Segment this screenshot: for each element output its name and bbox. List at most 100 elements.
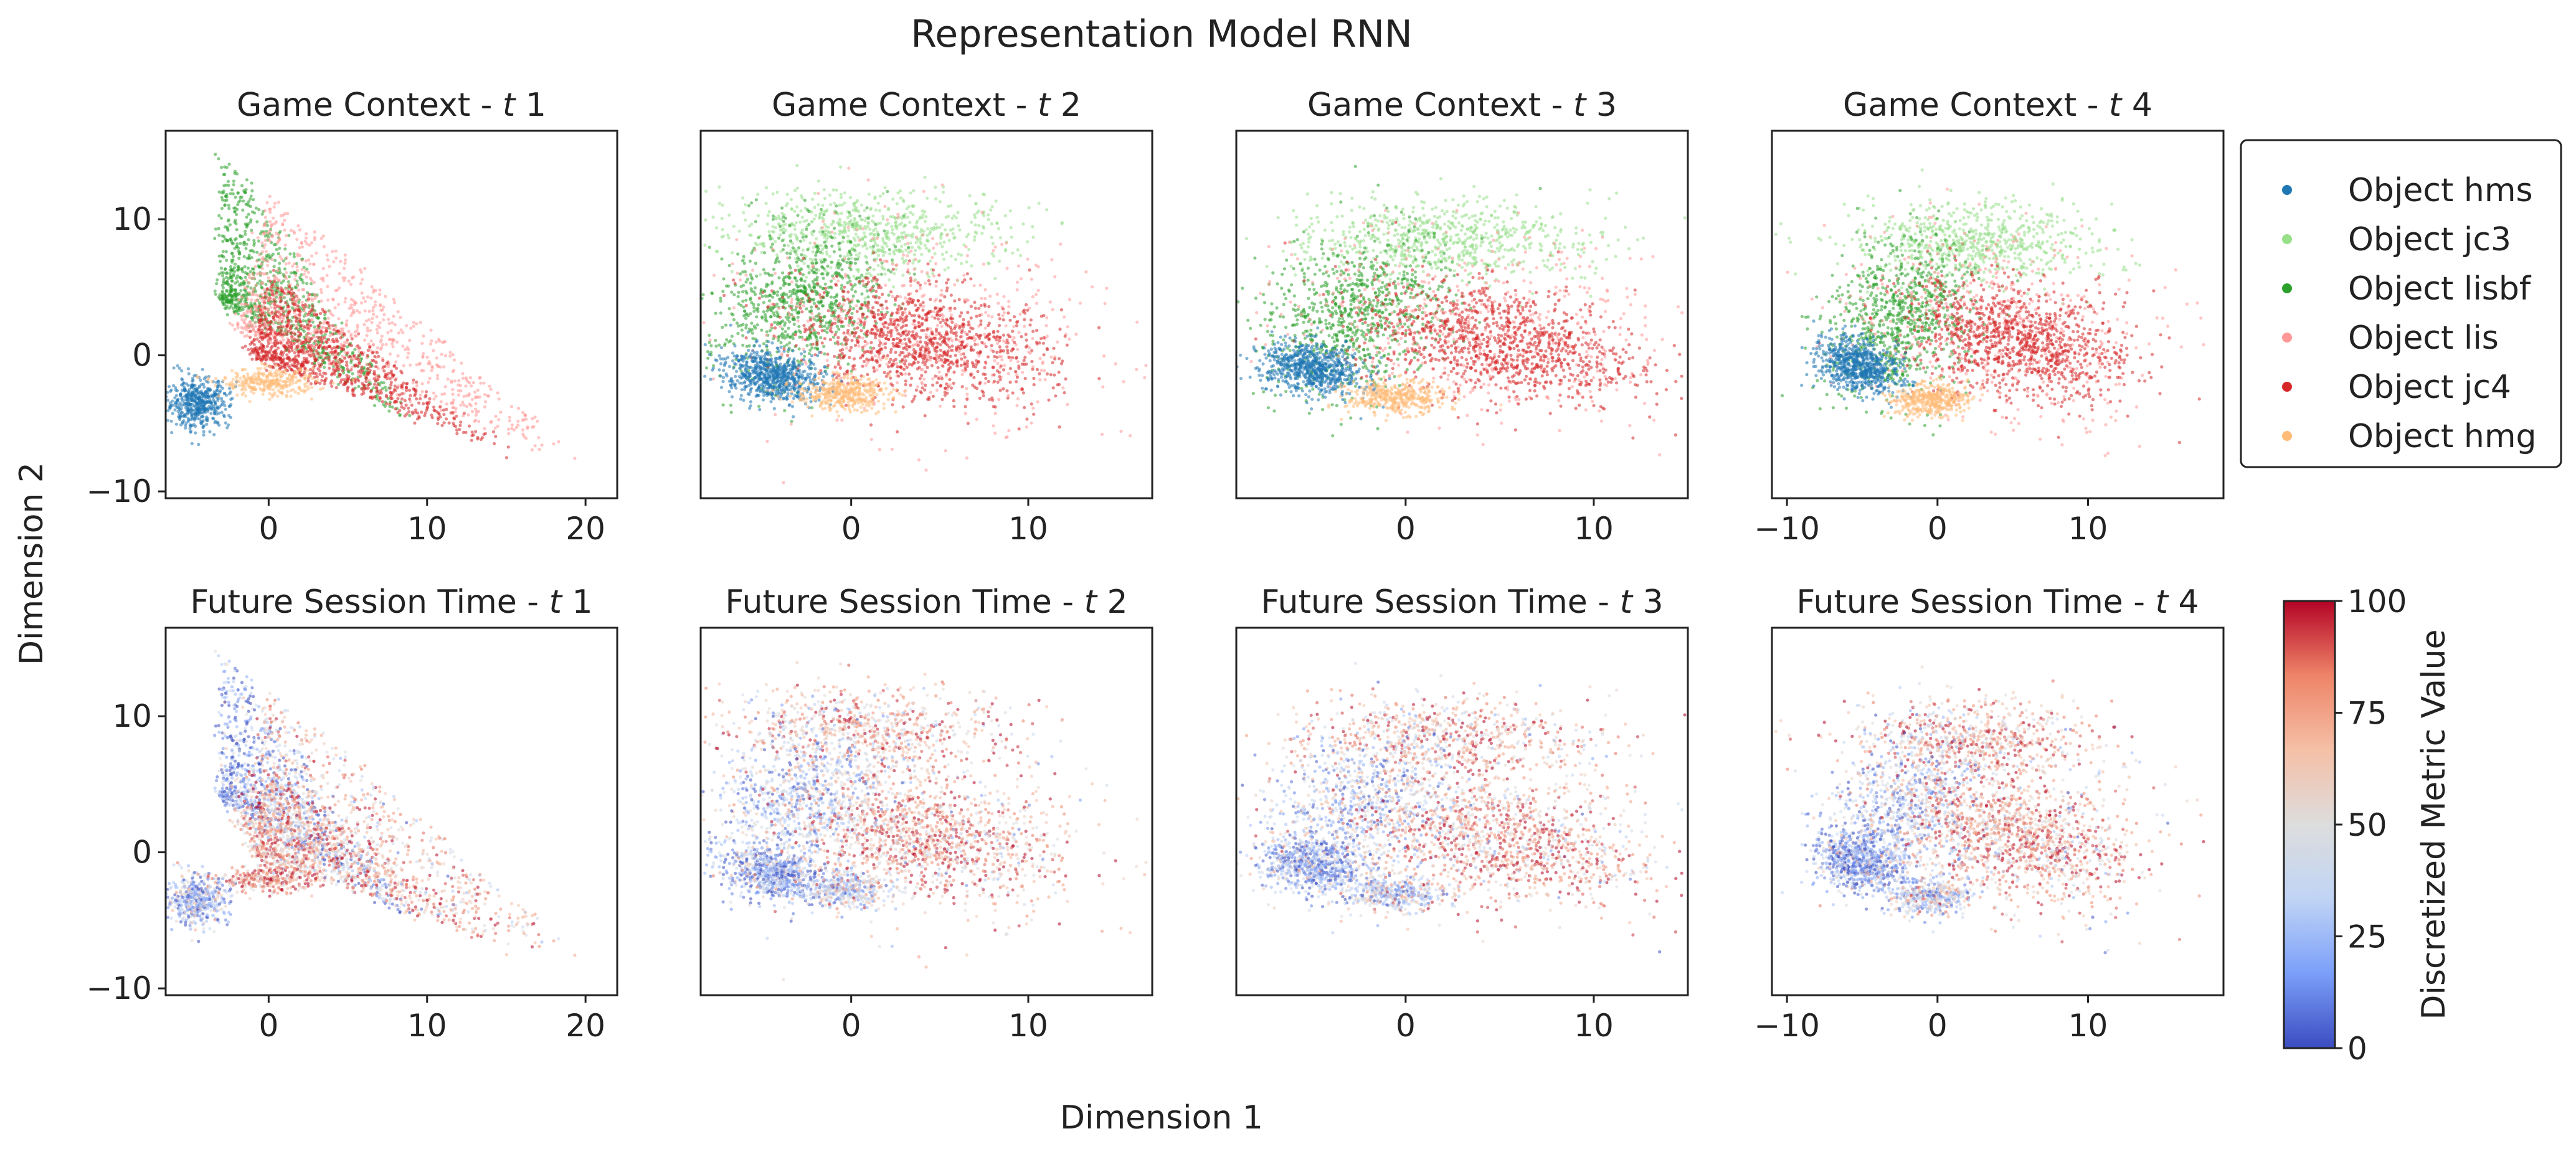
subplot-1-point xyxy=(353,348,357,351)
subplot-2-point xyxy=(788,282,792,286)
subplot-2-point xyxy=(967,248,971,252)
subplot-1-point xyxy=(292,371,296,376)
subplot-1-point xyxy=(268,392,272,395)
subplot-2-point xyxy=(735,321,739,325)
subplot-1-point xyxy=(341,276,345,280)
subplot-1-point xyxy=(354,334,358,338)
subplot-1-point xyxy=(313,357,317,361)
subplot-1-point xyxy=(239,235,242,239)
subplot-1-point xyxy=(323,361,326,365)
subplot-1-point xyxy=(342,366,346,370)
subplot-2-point xyxy=(901,273,905,277)
subplot-1-point xyxy=(250,347,253,351)
subplot-2-point xyxy=(852,275,856,278)
subplot-2-point xyxy=(742,255,746,258)
subplot-1-point xyxy=(286,280,290,284)
subplot-1-point xyxy=(232,274,236,278)
subplot-1-point xyxy=(225,198,229,202)
subplot-1-point xyxy=(345,374,349,377)
subplot-2-point xyxy=(943,228,947,232)
subplot-1-point xyxy=(514,425,519,430)
subplot-1-point xyxy=(315,349,318,352)
subplot-1-point xyxy=(273,331,277,334)
subplot-1-point xyxy=(296,353,300,357)
subplot-1-point xyxy=(308,262,312,266)
subplot-1-point xyxy=(325,341,329,344)
subplot-1-point xyxy=(394,378,397,382)
subplot-1-point xyxy=(336,364,339,368)
subplot-2-point xyxy=(853,217,856,220)
subplot-1-point xyxy=(470,430,474,434)
subplot-2-point xyxy=(730,270,734,273)
subplot-2-point xyxy=(744,203,747,207)
subplot-2-point xyxy=(775,293,779,297)
subplot-1-point xyxy=(339,378,344,382)
subplot-1-point xyxy=(468,376,473,380)
subplot-1-point xyxy=(227,204,230,207)
subplot-1-point xyxy=(324,352,328,356)
subplot-2-point xyxy=(779,341,783,344)
subplot-1-point xyxy=(294,381,298,385)
subplot-1-point xyxy=(494,414,498,419)
subplot-2-point xyxy=(749,287,753,291)
subplot-2-point xyxy=(740,328,744,332)
subplot-1-point xyxy=(272,378,275,382)
subplot-1-point xyxy=(296,224,300,228)
subplot-1-point xyxy=(332,260,336,263)
subplot-1-point xyxy=(234,222,238,225)
subplot-2-point xyxy=(907,205,911,209)
subplot-1-point xyxy=(450,379,453,383)
subplot-2-point xyxy=(820,300,823,303)
subplot-1-point xyxy=(290,343,293,348)
subplot-2-point xyxy=(840,286,843,290)
subplot-2-point xyxy=(801,235,805,239)
subplot-1-point xyxy=(375,351,379,354)
subplot-2-point xyxy=(830,308,833,312)
subplot-1-point xyxy=(377,354,381,359)
subplot-1-point xyxy=(305,242,309,246)
subplot-1-point xyxy=(227,299,231,303)
subplot-1-point xyxy=(356,364,359,368)
subplot-1-point xyxy=(263,314,267,318)
subplot-1-point xyxy=(320,237,323,240)
subplot-2-point xyxy=(795,238,799,242)
subplot-1-point xyxy=(381,318,386,322)
subplot-2-point xyxy=(893,272,896,276)
subplot-1-point xyxy=(392,364,397,367)
subplot-1-point xyxy=(282,338,285,342)
subplot-1-point xyxy=(279,286,283,290)
subplot-2-point xyxy=(903,242,907,246)
subplot-2-point xyxy=(954,216,959,220)
subplot-2-point xyxy=(775,302,779,306)
subplot-2-point xyxy=(835,204,838,208)
subplot-1-point xyxy=(242,281,245,285)
subplot-1-point xyxy=(378,321,382,325)
subplot-1-point xyxy=(191,402,194,406)
subplot-1-point xyxy=(296,304,300,308)
subplot-2-point xyxy=(860,218,864,222)
subplot-1-point xyxy=(256,236,260,240)
subplot-1-point xyxy=(168,401,172,405)
subplot-2-point xyxy=(853,202,856,206)
subplot-2-point xyxy=(905,207,909,210)
subplot-1-point xyxy=(316,352,320,356)
subplot-1-point xyxy=(253,349,257,353)
subplot-1-point xyxy=(232,255,235,258)
subplot-1-point xyxy=(208,430,212,433)
subplot-1-point xyxy=(266,231,270,235)
subplot-1-point xyxy=(282,310,285,313)
subplot-1-point xyxy=(285,341,289,345)
subplot-1-point xyxy=(258,386,262,390)
subplot-2-point xyxy=(729,404,732,407)
subplot-1-point xyxy=(466,413,470,417)
subplot-1-point xyxy=(166,419,169,422)
subplot-1-point xyxy=(311,366,315,370)
subplot-1-point xyxy=(306,331,310,335)
subplot-1-point xyxy=(371,316,374,320)
subplot-1-point xyxy=(240,277,244,280)
subplot-2-point xyxy=(841,324,845,328)
subplot-1-point xyxy=(425,402,429,405)
subplot-2-point xyxy=(843,201,846,205)
subplot-1-point xyxy=(358,268,362,272)
subplot-1-point xyxy=(240,368,244,372)
